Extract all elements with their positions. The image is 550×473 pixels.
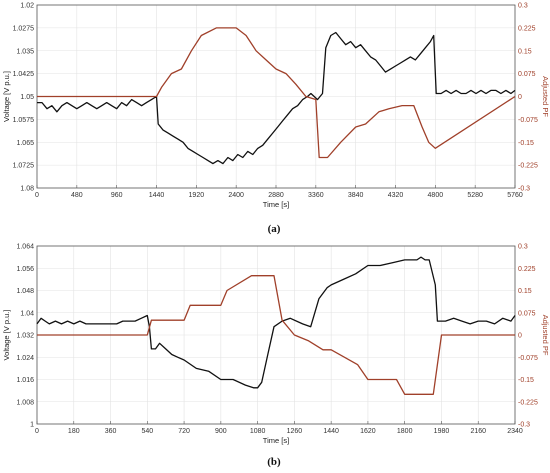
panel-b-x-tick-label: 1980 <box>434 428 450 435</box>
panel-b-y-left-tick-label: 1 <box>30 422 34 429</box>
panel-a-y-left-tick-label: 1.08 <box>20 186 34 193</box>
panel-b-x-tick-label: 1620 <box>360 428 376 435</box>
panel-b-y-left-tick-label: 1.04 <box>20 310 34 317</box>
panel-a-x-tick-label: 2400 <box>228 192 244 199</box>
panel-b-y-left-tick-label: 1.032 <box>16 333 34 340</box>
panel-a-y-right-tick-label: 0 <box>518 94 522 101</box>
panel-a-y-right-tick-label: 0.075 <box>518 71 536 78</box>
panel-a-x-tick-label: 4320 <box>388 192 404 199</box>
panel-a-x-tick-label: 5280 <box>467 192 483 199</box>
panel-b-x-tick-label: 1260 <box>287 428 303 435</box>
panel-b-y-right-axis-label: Adjusted PF <box>541 315 550 356</box>
panel-a-x-tick-label: 960 <box>111 192 123 199</box>
panel-a-x-tick-label: 1920 <box>189 192 205 199</box>
panel-a-y-right-tick-label: 0.225 <box>518 25 536 32</box>
panel-a-x-tick-label: 2880 <box>268 192 284 199</box>
panel-a-x-tick-label: 3360 <box>308 192 324 199</box>
panel-b-x-tick-label: 900 <box>215 428 227 435</box>
panel-b-x-tick-label: 2340 <box>507 428 523 435</box>
panel-b-x-tick-label: 540 <box>141 428 153 435</box>
panel-a-y-left-tick-label: 1.0575 <box>13 117 35 124</box>
panel-b-y-right-tick-label: -0.15 <box>518 377 534 384</box>
panel-b-pf-line <box>37 275 515 395</box>
panel-b-y-left-tick-label: 1.064 <box>16 244 34 251</box>
panel-a-x-tick-label: 480 <box>71 192 83 199</box>
panel-a-y-right-tick-label: -0.075 <box>518 117 538 124</box>
panel-a-x-tick-label: 3840 <box>348 192 364 199</box>
panel-b-y-left-tick-label: 1.024 <box>16 355 34 362</box>
panel-b-x-tick-label: 2160 <box>470 428 486 435</box>
panel-b-y-right-tick-label: 0.225 <box>518 266 536 273</box>
panel-b-y-right-tick-label: 0.075 <box>518 310 536 317</box>
panel-a-caption-label: (a) <box>268 223 281 235</box>
panel-b-y-left-tick-label: 1.008 <box>16 399 34 406</box>
panel-a-y-right-tick-label: -0.15 <box>518 140 534 147</box>
panel-a-y-left-tick-label: 1.02 <box>20 3 34 10</box>
panel-b-y-right-tick-label: -0.075 <box>518 355 538 362</box>
panel-b-x-tick-label: 180 <box>68 428 80 435</box>
panel-b-y-left-tick-label: 1.016 <box>16 377 34 384</box>
panel-b-x-axis-label: Time [s] <box>263 436 289 445</box>
panel-a-x-axis-label: Time [s] <box>263 200 289 209</box>
panel-b-caption-label: (b) <box>267 456 281 468</box>
panel-b-x-tick-label: 1080 <box>250 428 266 435</box>
panel-b-y-right-tick-label: 0.3 <box>518 244 528 251</box>
panel-b-y-right-tick-label: 0.15 <box>518 288 532 295</box>
panel-a-voltage-line <box>37 31 516 165</box>
panel-b-voltage-line <box>36 256 516 389</box>
panel-b-y-right-tick-label: -0.3 <box>518 422 530 429</box>
panel-a-x-tick-label: 5760 <box>507 192 523 199</box>
panel-b-y-right-tick-label: 0 <box>518 333 522 340</box>
panel-a-y-right-tick-label: -0.225 <box>518 163 538 170</box>
panel-b-y-left-tick-label: 1.048 <box>16 288 34 295</box>
panel-a-y-left-tick-label: 1.035 <box>16 48 34 55</box>
panel-a-y-right-tick-label: 0.3 <box>518 3 528 10</box>
panel-a-x-tick-label: 1440 <box>149 192 165 199</box>
panel-a-y-right-tick-label: -0.3 <box>518 186 530 193</box>
panel-b-x-tick-label: 720 <box>178 428 190 435</box>
panel-b-y-right-tick-label: -0.225 <box>518 399 538 406</box>
panel-a-y-left-tick-label: 1.0275 <box>13 25 35 32</box>
panel-a-y-left-axis-label: Voltage [V p.u.] <box>2 71 11 122</box>
panel-b-y-left-tick-label: 1.056 <box>16 266 34 273</box>
panel-a-pf-line <box>37 27 516 159</box>
panel-a-y-left-tick-label: 1.065 <box>16 140 34 147</box>
panel-a-x-tick-label: 4800 <box>428 192 444 199</box>
panel-b-x-tick-label: 1440 <box>323 428 339 435</box>
panel-a-y-left-tick-label: 1.0425 <box>13 71 35 78</box>
panel-a-x-tick-label: 0 <box>35 192 39 199</box>
panel-b-y-left-axis-label: Voltage [V p.u.] <box>2 310 11 361</box>
panel-a-y-right-tick-label: 0.15 <box>518 48 532 55</box>
panel-a-y-right-axis-label: Adjusted PF <box>541 76 550 117</box>
panel-b-x-tick-label: 1800 <box>397 428 413 435</box>
panel-b-x-tick-label: 360 <box>105 428 117 435</box>
panel-a-y-left-tick-label: 1.05 <box>20 94 34 101</box>
panel-b-x-tick-label: 0 <box>35 428 39 435</box>
panel-a-y-left-tick-label: 1.0725 <box>13 163 35 170</box>
